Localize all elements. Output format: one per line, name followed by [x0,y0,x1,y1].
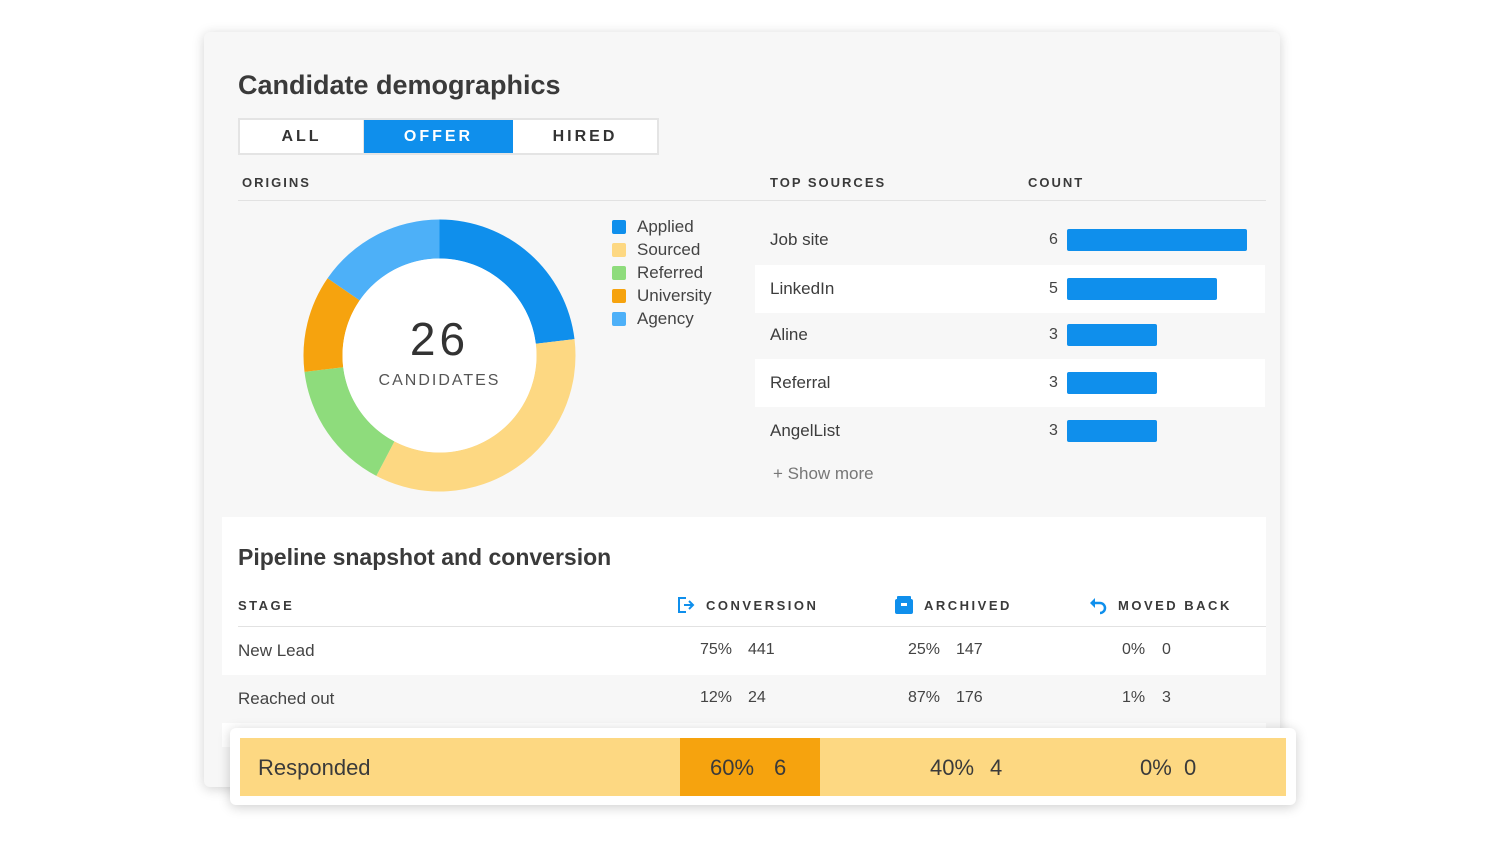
table-row[interactable]: New Lead 75% 441 25% 147 0% 0 [222,627,1266,675]
conversion-count: 441 [748,641,775,658]
source-count: 3 [1049,422,1058,439]
conversion-percent: 12% [700,689,733,706]
moved-back-percent: 0% [1122,641,1146,658]
donut-hole [342,258,537,453]
archive-icon [895,596,913,614]
source-name: Referral [770,373,831,392]
legend-label: Sourced [637,240,701,260]
highlighted-moved-back-count: 0 [1184,755,1197,780]
conversion-heading: CONVERSION [676,595,818,615]
card-title: Candidate demographics [238,70,561,100]
pipeline-divider [238,626,1266,627]
legend-swatch-applied [612,220,626,235]
archived-percent: 25% [908,641,941,658]
legend-item-referred: Referred [612,262,712,285]
source-bar [1067,278,1217,300]
legend-label: Applied [637,217,694,237]
legend-item-agency: Agency [612,307,712,330]
highlighted-archived-percent: 40% [930,755,975,780]
archived-heading-label: ARCHIVED [924,597,1012,613]
source-count: 3 [1049,326,1058,343]
source-bar [1067,372,1157,394]
conversion-icon [678,597,695,613]
table-row[interactable]: Reached out 12% 24 87% 176 1% 3 [222,675,1266,723]
highlighted-conversion-cell [680,738,820,796]
source-bar [1067,229,1247,251]
donut-slice-referred [304,367,395,476]
archived-count: 176 [956,689,983,706]
moved-back-heading: MOVED BACK [1088,595,1232,615]
legend-label: University [637,285,712,305]
legend-item-applied: Applied [612,216,712,239]
archived-count: 147 [956,641,983,658]
tab-offer[interactable]: OFFER [364,120,513,153]
conversion-heading-label: CONVERSION [706,597,819,613]
source-name: LinkedIn [770,279,835,298]
legend-swatch-referred [612,265,626,280]
candidate-total-label: CANDIDATES [378,371,501,389]
moved-back-count: 3 [1162,689,1171,706]
highlighted-conversion-count: 6 [774,755,787,780]
source-row[interactable]: Aline 3 [755,311,1265,359]
donut-slice-university [303,278,360,372]
origins-divider [238,200,1266,201]
archived-heading: ARCHIVED [894,595,1012,615]
moved-back-percent: 1% [1122,689,1146,706]
undo-icon [1090,598,1107,615]
source-row[interactable]: Referral 3 [755,359,1265,407]
show-more-link[interactable]: + Show more [773,464,874,483]
donut-slice-agency [327,219,440,301]
origins-legend: Applied Sourced Referred University Agen… [612,216,712,330]
source-bar [1067,324,1157,346]
origins-heading: ORIGINS [242,175,311,190]
highlighted-archived-count: 4 [990,755,1003,780]
highlighted-moved-back-percent: 0% [1140,755,1172,780]
source-count: 3 [1049,374,1058,391]
highlighted-stage-name: Responded [258,755,371,780]
moved-back-heading-label: MOVED BACK [1118,597,1232,613]
legend-label: Referred [637,262,704,282]
donut-slice-applied [439,219,575,344]
stage-heading-label: STAGE [238,598,295,613]
source-name: AngelList [770,421,840,440]
source-row[interactable]: Job site 6 [755,216,1265,264]
highlighted-conversion-percent: 60% [710,755,755,780]
legend-item-sourced: Sourced [612,239,712,262]
stage-tabs: ALL OFFER HIRED [238,118,659,155]
source-bar [1067,420,1157,442]
stage-name: New Lead [238,641,315,660]
donut-center: 26 CANDIDATES [303,219,576,492]
pipeline-title: Pipeline snapshot and conversion [238,544,612,570]
legend-swatch-sourced [612,243,626,258]
legend-swatch-agency [612,311,626,326]
top-sources-heading: TOP SOURCES [770,175,887,190]
donut-slice-sourced [376,339,576,492]
origins-donut-chart: 26 CANDIDATES [303,219,576,492]
legend-label: Agency [637,308,694,328]
source-row[interactable]: AngelList 3 [755,407,1265,455]
tab-all[interactable]: ALL [240,120,364,153]
conversion-count: 24 [748,689,766,706]
source-row[interactable]: LinkedIn 5 [755,265,1265,313]
count-heading: COUNT [1028,175,1085,190]
moved-back-count: 0 [1162,641,1171,658]
source-count: 6 [1049,231,1058,248]
tab-hired[interactable]: HIRED [552,127,618,145]
donut-svg [303,219,576,492]
archived-percent: 87% [908,689,941,706]
stage-name: Reached out [238,689,335,708]
stage-heading: STAGE [238,598,294,613]
conversion-percent: 75% [700,641,733,658]
candidate-total: 26 [409,312,470,365]
source-name: Aline [770,325,808,344]
source-name: Job site [770,230,829,249]
legend-swatch-university [612,288,626,303]
legend-item-university: University [612,284,712,307]
source-count: 5 [1049,280,1058,297]
